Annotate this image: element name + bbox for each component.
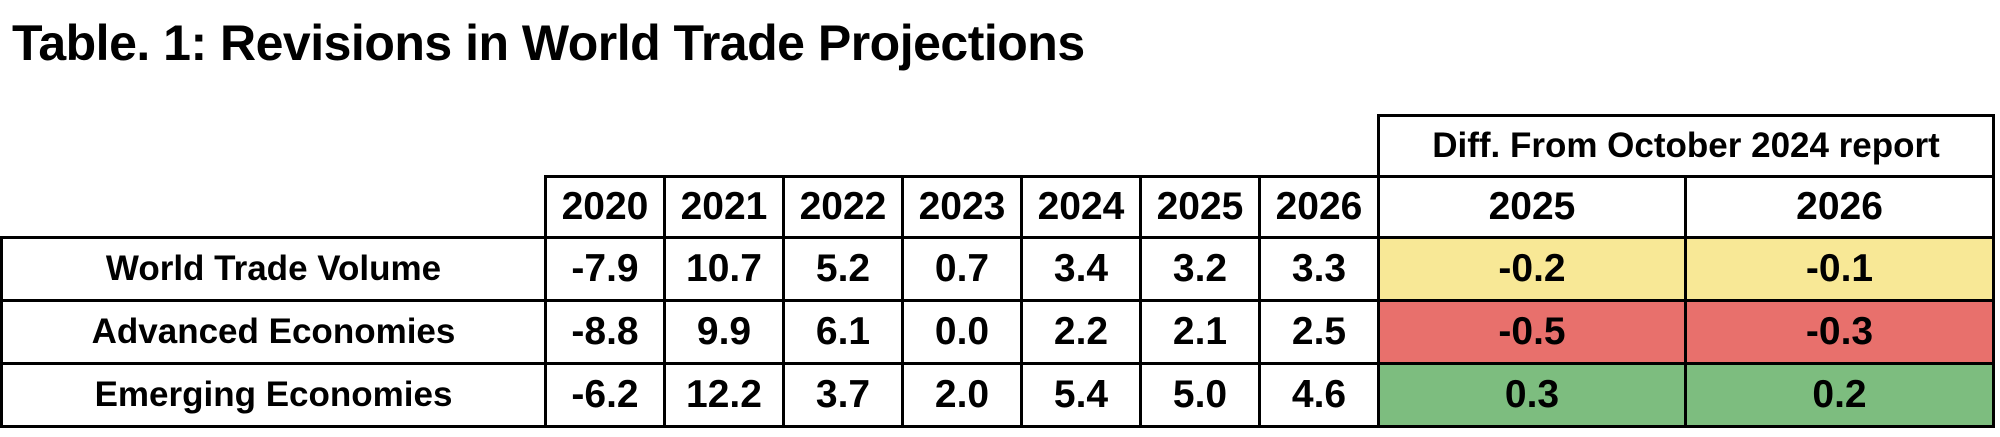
year-header-cell: 2020 xyxy=(544,175,666,239)
blank-cell xyxy=(2,116,1379,177)
diff-header-row: Diff. From October 2024 report xyxy=(2,114,1996,178)
diff-cell: 0.3 xyxy=(1377,362,1687,428)
value-cell: 6.1 xyxy=(782,299,904,365)
year-header-cell: 2026 xyxy=(1258,175,1380,239)
diff-cell: -0.2 xyxy=(1377,236,1687,302)
value-cell: 5.2 xyxy=(782,236,904,302)
row-label: Advanced Economies xyxy=(0,299,547,365)
projections-table: Diff. From October 2024 report 2020 2021… xyxy=(0,114,1996,428)
value-cell: 2.5 xyxy=(1258,299,1380,365)
blank-cell xyxy=(1,176,546,239)
value-cell: 3.7 xyxy=(782,362,904,428)
diff-year-header-cell: 2026 xyxy=(1683,175,1996,239)
diff-cell: -0.1 xyxy=(1683,236,1996,302)
year-header-cell: 2021 xyxy=(663,175,785,239)
value-cell: 0.0 xyxy=(901,299,1023,365)
value-cell: 3.2 xyxy=(1139,236,1261,302)
table-row-world-trade-volume: World Trade Volume -7.9 10.7 5.2 0.7 3.4… xyxy=(0,236,1996,302)
row-label: Emerging Economies xyxy=(0,362,547,428)
table-row-advanced-economies: Advanced Economies -8.8 9.9 6.1 0.0 2.2 … xyxy=(0,299,1996,365)
value-cell: 2.1 xyxy=(1139,299,1261,365)
value-cell: 4.6 xyxy=(1258,362,1380,428)
year-header-cell: 2024 xyxy=(1020,175,1142,239)
year-header-cell: 2025 xyxy=(1139,175,1261,239)
table-row-emerging-economies: Emerging Economies -6.2 12.2 3.7 2.0 5.4… xyxy=(0,362,1996,428)
value-cell: -6.2 xyxy=(544,362,666,428)
diff-header-cell: Diff. From October 2024 report xyxy=(1376,114,1996,178)
value-cell: 5.4 xyxy=(1020,362,1142,428)
value-cell: 2.2 xyxy=(1020,299,1142,365)
value-cell: 2.0 xyxy=(901,362,1023,428)
diff-cell: 0.2 xyxy=(1683,362,1996,428)
diff-cell: -0.3 xyxy=(1683,299,1996,365)
year-header-row: 2020 2021 2022 2023 2024 2025 2026 2025 … xyxy=(1,175,1996,239)
value-cell: -8.8 xyxy=(544,299,666,365)
value-cell: 12.2 xyxy=(663,362,785,428)
diff-cell: -0.5 xyxy=(1377,299,1687,365)
value-cell: -7.9 xyxy=(544,236,666,302)
row-label: World Trade Volume xyxy=(0,236,547,302)
value-cell: 3.3 xyxy=(1258,236,1380,302)
diff-year-header-cell: 2025 xyxy=(1377,175,1687,239)
year-header-cell: 2022 xyxy=(782,175,904,239)
value-cell: 0.7 xyxy=(901,236,1023,302)
table-title: Table. 1: Revisions in World Trade Proje… xyxy=(12,15,1085,71)
value-cell: 10.7 xyxy=(663,236,785,302)
value-cell: 3.4 xyxy=(1020,236,1142,302)
value-cell: 5.0 xyxy=(1139,362,1261,428)
value-cell: 9.9 xyxy=(663,299,785,365)
year-header-cell: 2023 xyxy=(901,175,1023,239)
